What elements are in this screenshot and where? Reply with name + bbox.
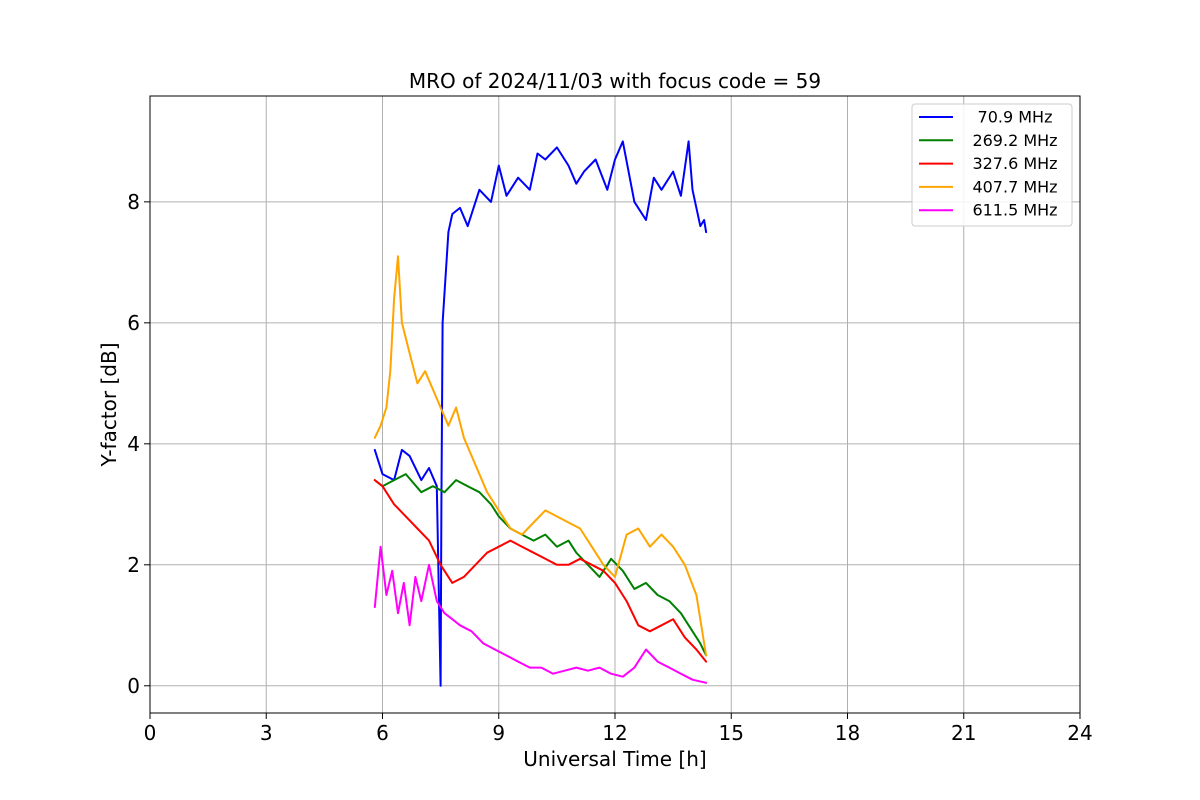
x-tick-label: 6 <box>376 721 389 745</box>
legend-label-0: 70.9 MHz <box>978 108 1053 127</box>
x-tick-label: 18 <box>835 721 860 745</box>
y-tick-label: 4 <box>127 432 140 456</box>
series-line-4 <box>373 545 708 684</box>
chart-title: MRO of 2024/11/03 with focus code = 59 <box>409 69 821 93</box>
x-tick-label: 0 <box>144 721 157 745</box>
y-tick-label: 6 <box>127 311 140 335</box>
y-tick-label: 0 <box>127 674 140 698</box>
legend: 70.9 MHz 269.2 MHz 327.6 MHz 407.7 MHz 611.5… <box>911 103 1073 227</box>
series-line-2 <box>373 479 708 663</box>
y-axis-label: Y-factor [dB] <box>97 342 121 467</box>
series-line-3 <box>373 255 708 657</box>
x-tick-label: 21 <box>951 721 976 745</box>
x-tick-label: 12 <box>602 721 627 745</box>
legend-label-3: 407.7 MHz <box>972 177 1057 196</box>
series-layer <box>373 140 708 687</box>
x-tick-label: 3 <box>260 721 273 745</box>
y-tick-label: 8 <box>127 190 140 214</box>
x-tick-label: 9 <box>492 721 505 745</box>
legend-box <box>911 103 1073 227</box>
legend-label-2: 327.6 MHz <box>972 154 1057 173</box>
legend-label-4: 611.5 MHz <box>972 201 1057 220</box>
series-line-0 <box>373 140 708 687</box>
series-line-1 <box>373 473 708 657</box>
x-axis-label: Universal Time [h] <box>523 747 706 771</box>
x-tick-label: 24 <box>1067 721 1092 745</box>
legend-label-1: 269.2 MHz <box>972 131 1057 150</box>
y-tick-label: 2 <box>127 553 140 577</box>
x-tick-label: 15 <box>719 721 744 745</box>
